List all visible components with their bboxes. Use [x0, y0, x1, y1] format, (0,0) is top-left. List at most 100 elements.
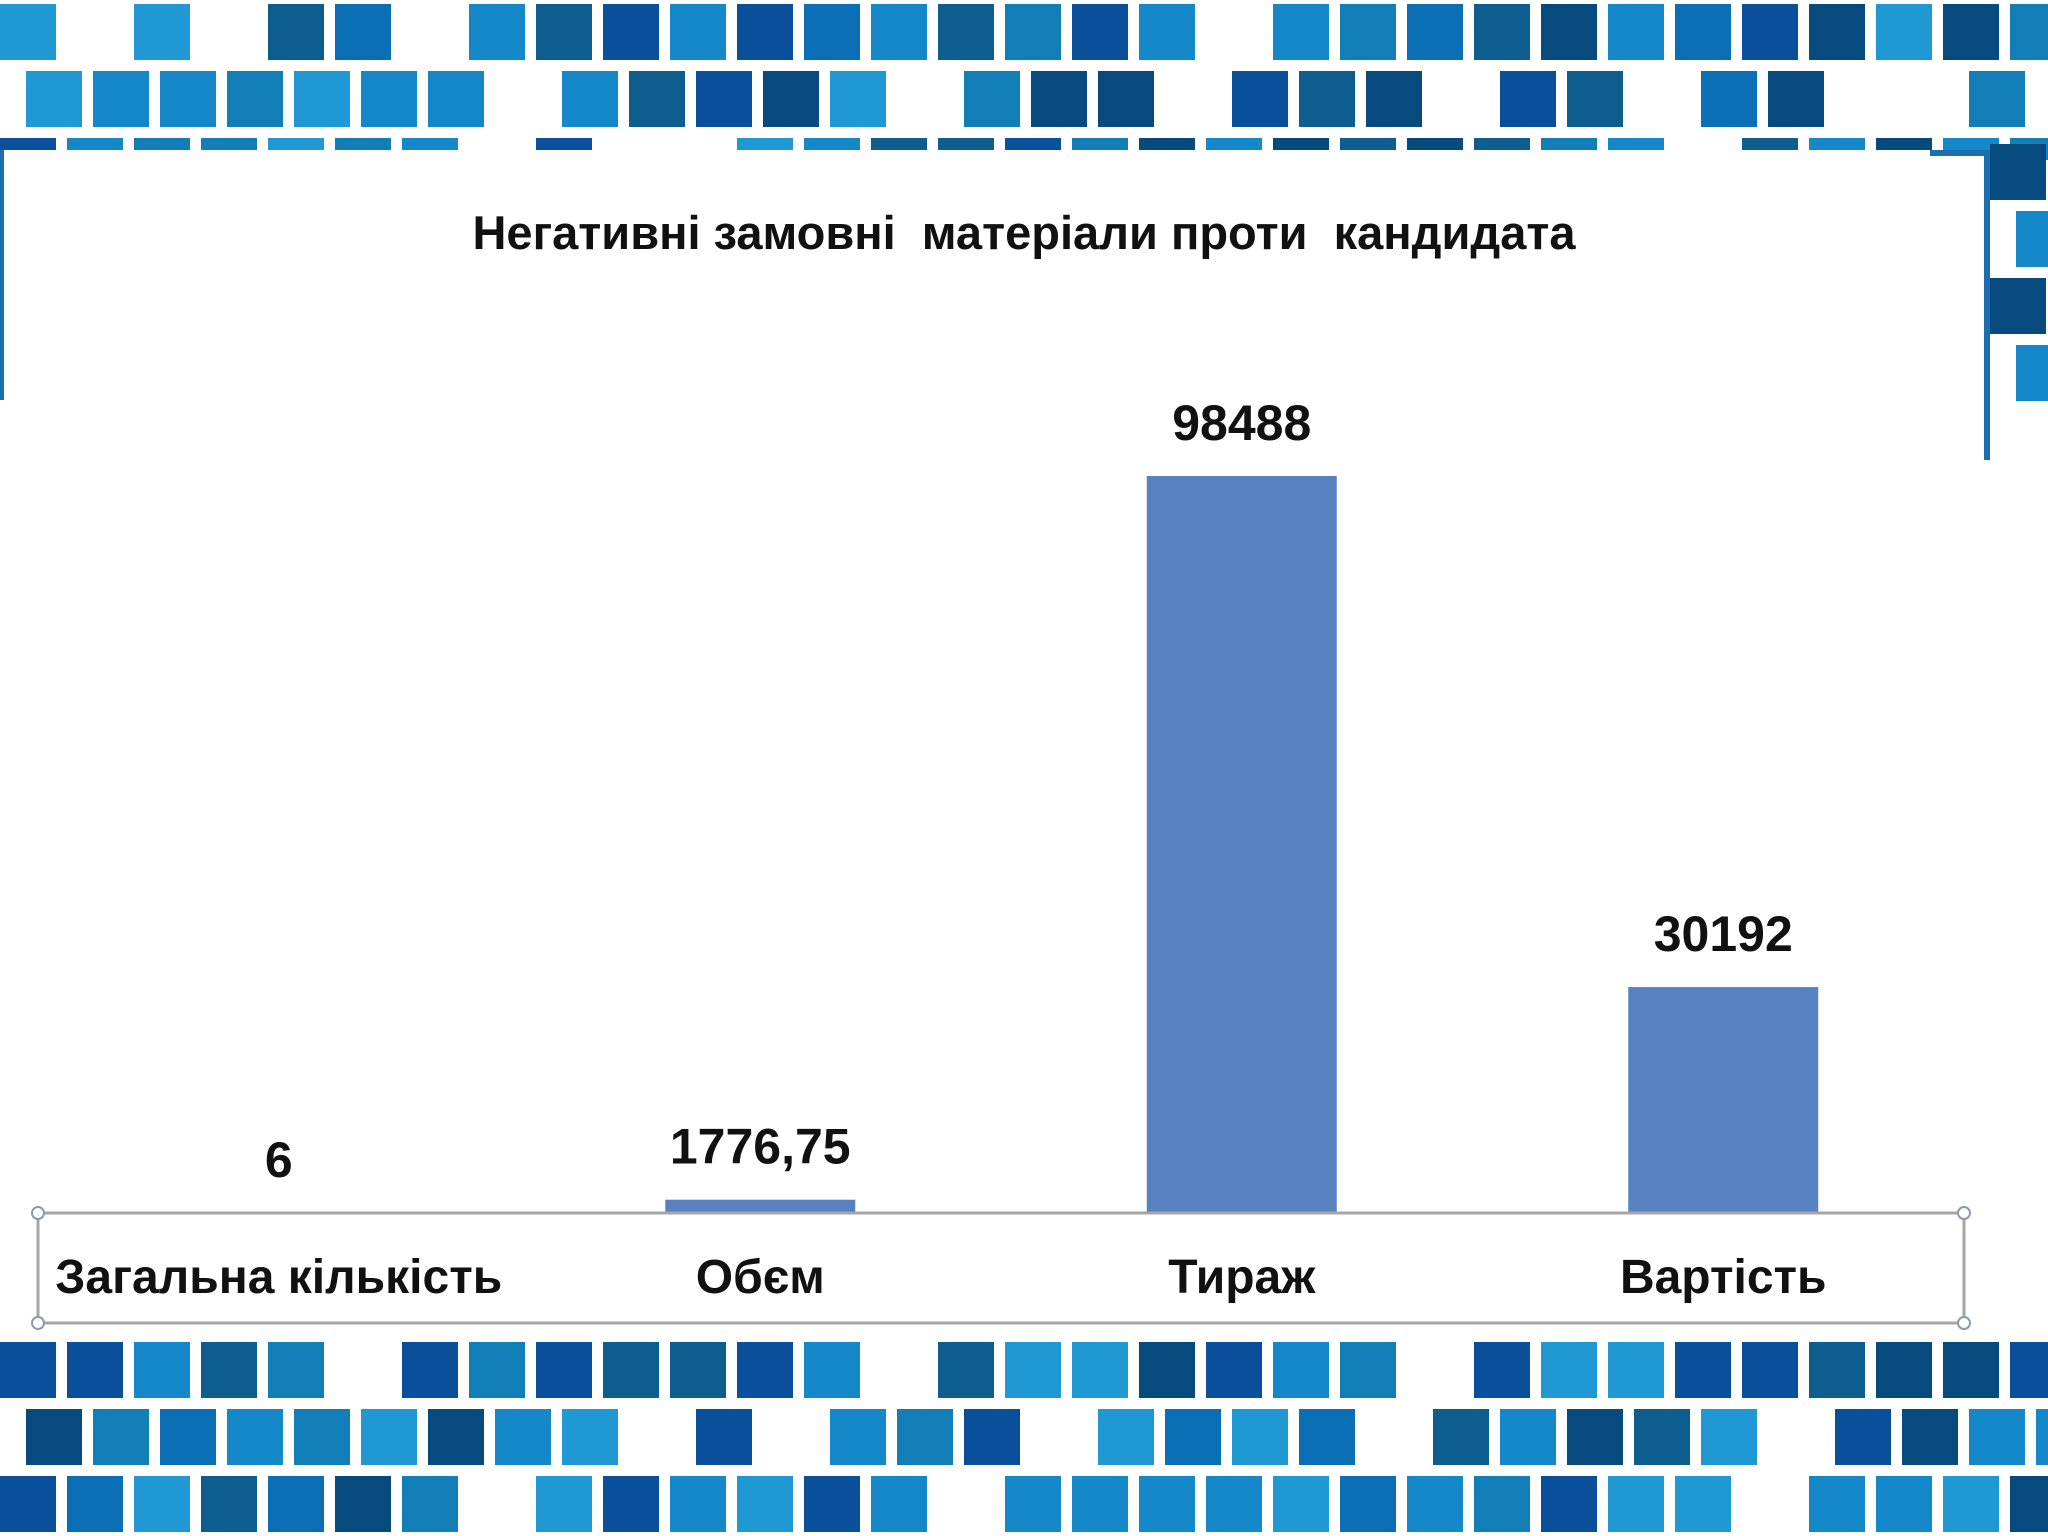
mosaic-tile: [1809, 1476, 1865, 1532]
mosaic-tile: [938, 1342, 994, 1398]
mosaic-tile: [67, 1476, 123, 1532]
mosaic-tile: [871, 1476, 927, 1532]
bars-group: [665, 476, 1819, 1213]
mosaic-tile: [1072, 1342, 1128, 1398]
mosaic-tile: [2036, 1409, 2048, 1465]
mosaic-tile: [603, 4, 659, 60]
mosaic-tile: [1876, 4, 1932, 60]
mosaic-tile: [1876, 1476, 1932, 1532]
category-label-2: Обєм: [696, 1251, 825, 1304]
mosaic-tile: [1072, 1476, 1128, 1532]
mosaic-tile: [1072, 4, 1128, 60]
mosaic-tile: [134, 1342, 190, 1398]
mosaic-tile: [562, 71, 618, 127]
category-label-1: Загальна кількість: [55, 1251, 502, 1304]
mosaic-tile: [201, 1476, 257, 1532]
category-label-4: Вартість: [1620, 1251, 1827, 1304]
mosaic-tile: [1299, 1409, 1355, 1465]
mosaic-tile: [1943, 4, 1999, 60]
mosaic-tile: [1567, 1409, 1623, 1465]
mosaic-tile: [227, 71, 283, 127]
mosaic-tile: [67, 1342, 123, 1398]
bottom-mosaic-pattern: [0, 1342, 2048, 1532]
mosaic-tile: [1366, 71, 1422, 127]
mosaic-tile: [830, 71, 886, 127]
mosaic-tile: [294, 71, 350, 127]
mosaic-tile: [1407, 4, 1463, 60]
mosaic-tile: [1299, 71, 1355, 127]
category-axis-group: Загальна кількість Обєм Тираж Вартість: [31, 1206, 1971, 1330]
mosaic-tile: [428, 71, 484, 127]
mosaic-tile: [603, 1342, 659, 1398]
mosaic-tile: [1273, 4, 1329, 60]
mosaic-tile: [1742, 4, 1798, 60]
mosaic-tile: [670, 1476, 726, 1532]
mosaic-tile: [1098, 71, 1154, 127]
category-label-3: Тираж: [1168, 1251, 1316, 1304]
mosaic-tile: [804, 1476, 860, 1532]
left-edge-decoration: [0, 150, 4, 400]
mosaic-tile: [1969, 1409, 2025, 1465]
mosaic-tile: [629, 71, 685, 127]
mosaic-tile: [938, 4, 994, 60]
mosaic-tile: [1768, 71, 1824, 127]
mosaic-tile: [26, 1409, 82, 1465]
mosaic-tile: [897, 1409, 953, 1465]
mosaic-tile: [93, 1409, 149, 1465]
mosaic-tile: [1990, 278, 2046, 334]
mosaic-tile: [1902, 1409, 1958, 1465]
mosaic-tile: [1675, 4, 1731, 60]
mosaic-tile: [268, 1476, 324, 1532]
mosaic-tile: [361, 71, 417, 127]
mosaic-tile: [1232, 71, 1288, 127]
mosaic-tile: [670, 4, 726, 60]
mosaic-tile: [0, 4, 56, 60]
mosaic-tile: [361, 1409, 417, 1465]
mosaic-tile: [1943, 1342, 1999, 1398]
mosaic-tile: [1474, 4, 1530, 60]
mosaic-tile: [335, 1476, 391, 1532]
axis-selection-handle[interactable]: [31, 1206, 45, 1220]
mosaic-tile: [1474, 1476, 1530, 1532]
mosaic-tile: [160, 1409, 216, 1465]
bar-4: [1628, 987, 1819, 1213]
mosaic-tile: [1701, 1409, 1757, 1465]
mosaic-tile: [1407, 1476, 1463, 1532]
right-mosaic-pattern: [1990, 144, 2048, 401]
bar-2: [665, 1199, 856, 1213]
mosaic-tile: [2016, 345, 2048, 401]
mosaic-tile: [402, 1342, 458, 1398]
mosaic-tile: [1608, 1476, 1664, 1532]
mosaic-tile: [830, 1409, 886, 1465]
mosaic-tile: [696, 1409, 752, 1465]
mosaic-tile: [268, 4, 324, 60]
mosaic-tile: [737, 1476, 793, 1532]
mosaic-tile: [871, 4, 927, 60]
axis-selection-handle[interactable]: [1957, 1316, 1971, 1330]
mosaic-tile: [536, 4, 592, 60]
mosaic-tile: [1139, 1342, 1195, 1398]
mosaic-tile: [1608, 4, 1664, 60]
mosaic-tile: [737, 1342, 793, 1398]
mosaic-tile: [1340, 1476, 1396, 1532]
mosaic-tile: [536, 1476, 592, 1532]
axis-selection-handle[interactable]: [1957, 1206, 1971, 1220]
mosaic-tile: [1340, 1342, 1396, 1398]
axis-selection-handle[interactable]: [31, 1316, 45, 1330]
data-label-2: 1776,75: [670, 1119, 851, 1175]
mosaic-tile: [1005, 4, 1061, 60]
mosaic-tile: [0, 1476, 56, 1532]
mosaic-tile: [1165, 1409, 1221, 1465]
mosaic-tile: [93, 71, 149, 127]
mosaic-tile: [1139, 4, 1195, 60]
mosaic-tile: [1206, 1342, 1262, 1398]
mosaic-tile: [134, 1476, 190, 1532]
data-label-4: 30192: [1654, 906, 1793, 962]
bar-3: [1146, 476, 1337, 1213]
mosaic-tile: [1139, 1476, 1195, 1532]
mosaic-tile: [1474, 1342, 1530, 1398]
mosaic-tile: [2010, 4, 2048, 60]
mosaic-tile: [1500, 1409, 1556, 1465]
